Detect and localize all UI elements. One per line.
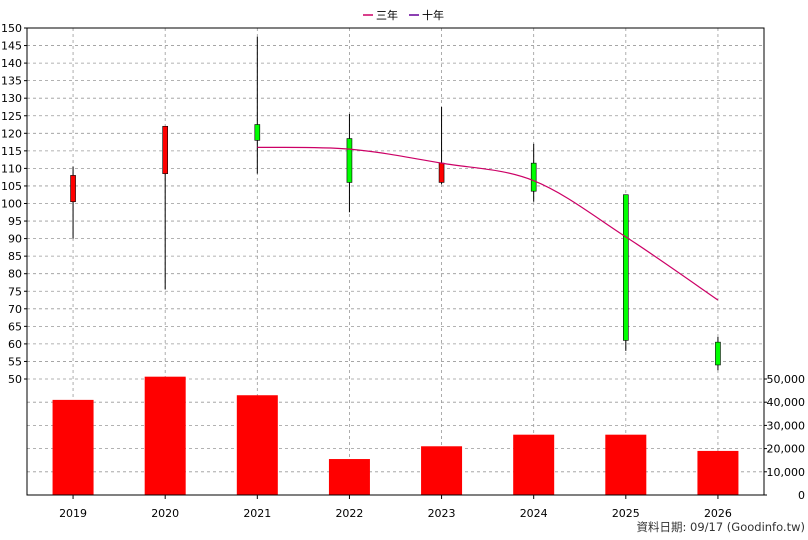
candle-body: [162, 125, 168, 174]
price-tick-label: 80: [8, 268, 22, 281]
year-tick-label: 2021: [243, 507, 271, 520]
price-tick-label: 60: [8, 338, 22, 351]
volume-bar: [513, 434, 555, 495]
year-tick-label: 2024: [520, 507, 548, 520]
year-tick-label: 2026: [704, 507, 732, 520]
volume-tick-label: 40,000: [767, 396, 806, 409]
volume-bars: [52, 376, 739, 495]
volume-bar: [697, 450, 739, 495]
year-tick-label: 2023: [428, 507, 456, 520]
price-tick-label: 50: [8, 373, 22, 386]
price-tick-label: 115: [1, 145, 22, 158]
volume-bar: [236, 395, 278, 495]
legend-label-ten-year: 十年: [422, 8, 444, 22]
price-tick-label: 120: [1, 127, 22, 140]
price-tick-label: 75: [8, 285, 22, 298]
price-tick-label: 55: [8, 355, 22, 368]
volume-tick-label: 20,000: [767, 443, 806, 456]
volume-bar: [144, 376, 186, 495]
price-tick-label: 140: [1, 57, 22, 70]
price-tick-label: 100: [1, 198, 22, 211]
year-tick-label: 2020: [151, 507, 179, 520]
price-tick-label: 150: [1, 22, 22, 35]
price-tick-label: 135: [1, 75, 22, 88]
price-tick-label: 110: [1, 162, 22, 175]
legend: 三年 十年: [363, 8, 444, 22]
plot-frame: [26, 27, 765, 496]
year-tick-label: 2025: [612, 507, 640, 520]
volume-tick-label: 0: [798, 489, 805, 502]
candle-body: [346, 138, 353, 183]
price-tick-label: 125: [1, 110, 22, 123]
price-tick-label: 70: [8, 303, 22, 316]
volume-bar: [52, 399, 94, 495]
legend-label-three-year: 三年: [376, 8, 398, 22]
grid: [27, 27, 764, 495]
price-tick-label: 85: [8, 250, 22, 263]
year-tick-label: 2019: [59, 507, 87, 520]
year-tick-label: 2022: [335, 507, 363, 520]
price-tick-label: 130: [1, 92, 22, 105]
volume-bar: [421, 446, 463, 495]
price-tick-label: 145: [1, 40, 22, 53]
price-tick-label: 95: [8, 215, 22, 228]
volume-bar: [328, 459, 370, 495]
volume-bar: [605, 434, 647, 495]
plot-border: [26, 27, 765, 496]
axes: 50 55 60 65 70 75 80 85 90 95 100 105 110 115 120 125 13…: [1, 22, 805, 520]
three-year-line: [257, 146, 719, 301]
data-date-footer: 資料日期: 09/17 (Goodinfo.tw): [636, 520, 805, 534]
three-year-line-layer: [257, 146, 719, 301]
candle-body: [715, 341, 721, 366]
volume-tick-label: 50,000: [767, 373, 806, 386]
candle-body: [623, 194, 629, 341]
price-tick-label: 65: [8, 320, 22, 333]
candle-body: [530, 162, 537, 192]
price-tick-label: 90: [8, 233, 22, 246]
volume-tick-label: 30,000: [767, 419, 806, 432]
candle-body: [438, 162, 445, 183]
volume-tick-label: 10,000: [767, 466, 806, 479]
price-tick-label: 105: [1, 180, 22, 193]
candle-body: [70, 175, 76, 203]
candle-body: [254, 124, 261, 141]
